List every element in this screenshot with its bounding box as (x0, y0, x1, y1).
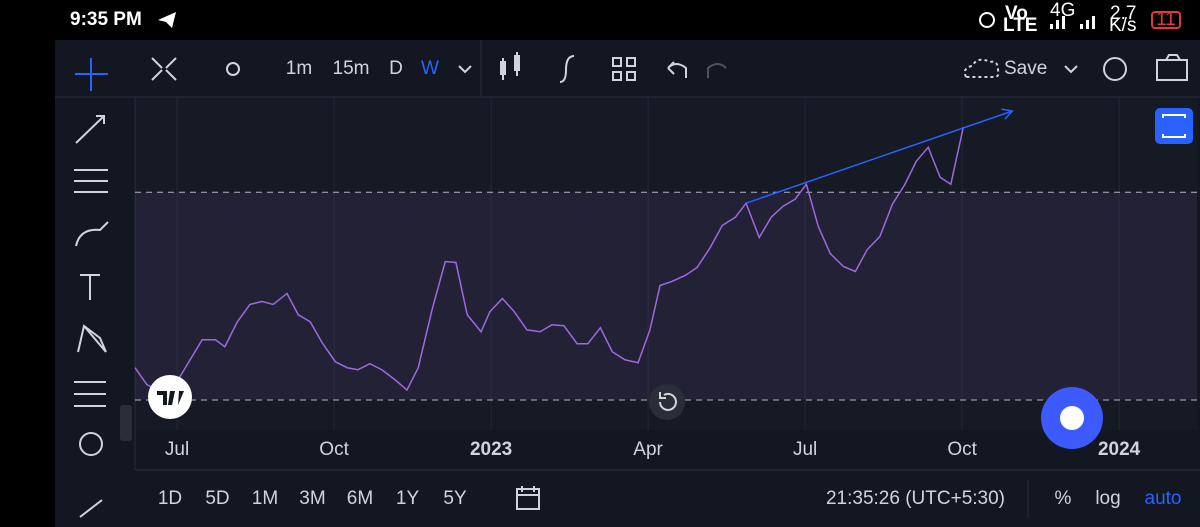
x-tick-label: Jul (165, 439, 189, 460)
ruler-tool[interactable] (79, 499, 103, 518)
x-tick-label: 2023 (470, 439, 512, 460)
emoji-tool[interactable] (79, 432, 103, 456)
scale-group: % log auto (1055, 488, 1182, 509)
range-group: 1D 5D 1M 3M 6M 1Y 5Y (158, 488, 467, 509)
trendline-tool[interactable] (75, 115, 105, 144)
speed-unit: K/s (1109, 15, 1136, 36)
battery-level: 11 (1156, 9, 1176, 30)
status-time: 9:35 PM (70, 9, 142, 30)
pattern-tool[interactable] (77, 324, 107, 353)
fib-tool[interactable] (74, 169, 108, 193)
chart-type-button[interactable] (500, 52, 520, 80)
battery-icon (1151, 11, 1181, 29)
fit-button[interactable] (1155, 108, 1193, 144)
snapshot-button[interactable] (1156, 54, 1188, 81)
interval-button[interactable]: 1m (286, 58, 312, 79)
interval-button[interactable]: 15m (333, 58, 370, 79)
x-tick-label: Oct (947, 439, 977, 460)
signal-icon (1050, 16, 1095, 29)
brush-tool[interactable] (75, 221, 109, 247)
trend-line (745, 110, 1013, 204)
crosshair-tool[interactable] (75, 58, 108, 91)
range-button[interactable]: 3M (299, 488, 325, 509)
volte-bottom: LTE (1003, 15, 1037, 36)
reset-button[interactable] (649, 384, 685, 420)
network-type: 4G (1050, 0, 1075, 21)
speed-value: 2.7 (1110, 3, 1136, 24)
price-line (134, 126, 965, 393)
x-tick-label: Oct (319, 439, 349, 460)
interval-dropdown[interactable] (458, 65, 472, 74)
layout-button[interactable] (612, 57, 636, 81)
interval-group: 1m 15m D W (286, 58, 439, 79)
undo-button[interactable] (667, 61, 687, 78)
date-range-button[interactable] (516, 486, 540, 510)
scale-option[interactable]: % (1055, 488, 1072, 509)
interval-button[interactable]: D (389, 58, 403, 79)
save-dropdown[interactable] (1064, 65, 1078, 74)
range-button[interactable]: 1M (252, 488, 278, 509)
volte-top: Vo (1005, 3, 1028, 24)
text-tool[interactable] (80, 274, 100, 300)
indicators-button[interactable] (559, 55, 575, 83)
range-button[interactable]: 6M (347, 488, 373, 509)
x-tick-label: 2024 (1098, 439, 1141, 460)
save-button[interactable]: Save (1004, 58, 1047, 79)
clock: 21:35:26 (UTC+5:30) (826, 488, 1005, 509)
scale-option[interactable]: log (1095, 488, 1120, 509)
fullscreen-button[interactable] (151, 57, 177, 81)
range-button[interactable]: 5D (205, 488, 229, 509)
x-tick-label: Jul (793, 439, 817, 460)
range-button[interactable]: 1Y (396, 488, 420, 509)
scale-option[interactable]: auto (1145, 488, 1182, 509)
telegram-icon (158, 12, 176, 28)
range-button[interactable]: 1D (158, 488, 182, 509)
fit-icon (1162, 114, 1186, 138)
interval-button[interactable]: W (421, 58, 439, 79)
plot-area (135, 97, 1197, 430)
trend-arrowhead (1001, 108, 1014, 120)
settings-button[interactable] (1103, 57, 1127, 81)
plot: Jul Oct 2023 Apr Jul Oct 2024 (134, 97, 1197, 460)
prediction-tool[interactable] (74, 381, 106, 407)
record-button[interactable] (1041, 387, 1103, 449)
range-button[interactable]: 5Y (443, 488, 467, 509)
x-tick-label: Apr (633, 439, 663, 460)
redo-button (707, 63, 727, 78)
tradingview-logo (148, 375, 192, 419)
hotspot-icon (979, 12, 995, 28)
collapse-toolbar[interactable] (120, 405, 132, 441)
level-band (135, 192, 1197, 401)
theme-button[interactable] (226, 62, 240, 76)
